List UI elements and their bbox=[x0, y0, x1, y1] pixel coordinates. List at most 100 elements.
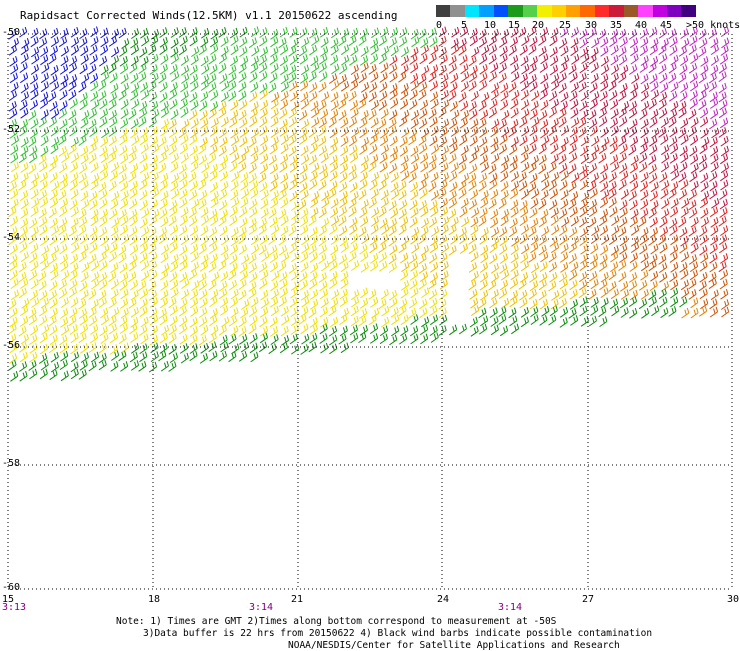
wind-barb bbox=[710, 234, 719, 246]
wind-barb bbox=[570, 191, 579, 202]
wind-barb bbox=[169, 352, 178, 364]
wind-barb bbox=[529, 280, 539, 292]
wind-barb bbox=[679, 161, 688, 173]
wind-barb bbox=[50, 245, 60, 256]
wind-barb bbox=[410, 233, 419, 245]
wind-barb bbox=[130, 306, 139, 318]
wind-barb bbox=[131, 343, 140, 354]
wind-barb bbox=[619, 116, 628, 128]
wind-barb bbox=[449, 100, 458, 112]
wind-barb bbox=[708, 28, 717, 40]
wind-barb bbox=[268, 154, 277, 166]
wind-barb bbox=[689, 261, 699, 273]
wind-barb bbox=[378, 252, 387, 263]
wind-barb bbox=[309, 226, 318, 238]
wind-barb bbox=[639, 234, 648, 246]
wind-barb bbox=[460, 63, 469, 75]
wind-barb bbox=[390, 45, 399, 57]
wind-barb bbox=[569, 135, 578, 146]
wind-barb bbox=[700, 190, 710, 202]
wind-barb bbox=[570, 315, 579, 326]
wind-barb bbox=[249, 91, 258, 103]
wind-barb bbox=[690, 80, 699, 92]
wind-barb bbox=[698, 280, 707, 292]
wind-barb bbox=[641, 308, 650, 319]
wind-barb bbox=[449, 181, 458, 193]
wind-barb bbox=[438, 47, 447, 58]
wind-barb bbox=[648, 154, 657, 166]
wind-barb bbox=[239, 36, 248, 48]
wind-barb bbox=[319, 163, 328, 175]
wind-barb bbox=[548, 125, 557, 137]
wind-speed-colorbar bbox=[436, 5, 696, 17]
wind-barb bbox=[170, 224, 179, 236]
wind-barb bbox=[410, 189, 419, 201]
wind-barb bbox=[150, 172, 159, 183]
wind-barb bbox=[640, 90, 649, 102]
wind-barb bbox=[659, 271, 668, 283]
wind-barb bbox=[70, 136, 79, 148]
wind-barb bbox=[280, 99, 289, 111]
wind-barb bbox=[400, 287, 409, 299]
wind-barb bbox=[378, 35, 387, 47]
wind-barb bbox=[8, 90, 17, 102]
wind-barb bbox=[718, 63, 727, 74]
wind-barb bbox=[688, 108, 697, 120]
wind-barb bbox=[279, 162, 288, 173]
wind-barb bbox=[628, 29, 637, 40]
wind-barb bbox=[608, 281, 617, 292]
wind-barb bbox=[599, 90, 608, 102]
wind-barb bbox=[350, 64, 359, 76]
wind-barb bbox=[79, 37, 88, 48]
wind-barb bbox=[711, 127, 720, 139]
wind-barb bbox=[350, 233, 359, 245]
wind-barb bbox=[309, 91, 318, 102]
wind-barb bbox=[200, 55, 209, 67]
wind-barb bbox=[20, 305, 29, 317]
wind-barb bbox=[400, 252, 409, 264]
wind-barb bbox=[661, 144, 670, 156]
wind-barb bbox=[179, 272, 188, 283]
wind-barb bbox=[220, 271, 229, 282]
wind-barb bbox=[141, 208, 150, 219]
wind-barb bbox=[289, 54, 298, 66]
wind-barb bbox=[338, 110, 347, 121]
wind-barb bbox=[301, 333, 310, 345]
wind-barb bbox=[129, 209, 138, 220]
wind-barb bbox=[448, 90, 457, 102]
wind-barb bbox=[108, 251, 117, 263]
wind-barb bbox=[551, 73, 560, 85]
wind-barb bbox=[709, 243, 718, 255]
wind-barb bbox=[530, 306, 539, 318]
wind-barb bbox=[389, 71, 398, 83]
wind-barb bbox=[520, 55, 529, 67]
wind-barb bbox=[201, 64, 210, 75]
wind-barb bbox=[240, 172, 249, 183]
wind-barb bbox=[19, 226, 28, 238]
wind-barb bbox=[409, 99, 418, 111]
wind-barb bbox=[128, 271, 137, 283]
wind-barb bbox=[230, 288, 239, 300]
wind-barb bbox=[109, 208, 118, 220]
wind-barb bbox=[439, 314, 448, 326]
wind-barb bbox=[30, 243, 39, 254]
wind-barb bbox=[408, 307, 417, 319]
wind-barb bbox=[59, 89, 68, 101]
wind-barb bbox=[550, 242, 560, 254]
wind-barb bbox=[78, 332, 87, 344]
wind-barb bbox=[669, 225, 678, 236]
wind-barb bbox=[548, 261, 557, 273]
wind-barb bbox=[159, 27, 168, 38]
wind-barb bbox=[81, 262, 90, 273]
wind-barb bbox=[610, 28, 619, 40]
wind-barb bbox=[409, 181, 419, 193]
wind-barb bbox=[270, 136, 279, 148]
wind-barb bbox=[308, 154, 317, 166]
wind-barb bbox=[49, 74, 58, 85]
wind-barb bbox=[501, 126, 510, 138]
wind-barb bbox=[19, 361, 28, 372]
wind-barb bbox=[350, 127, 360, 139]
wind-barb bbox=[649, 253, 658, 265]
wind-barb bbox=[160, 100, 169, 112]
wind-barb bbox=[490, 143, 499, 155]
